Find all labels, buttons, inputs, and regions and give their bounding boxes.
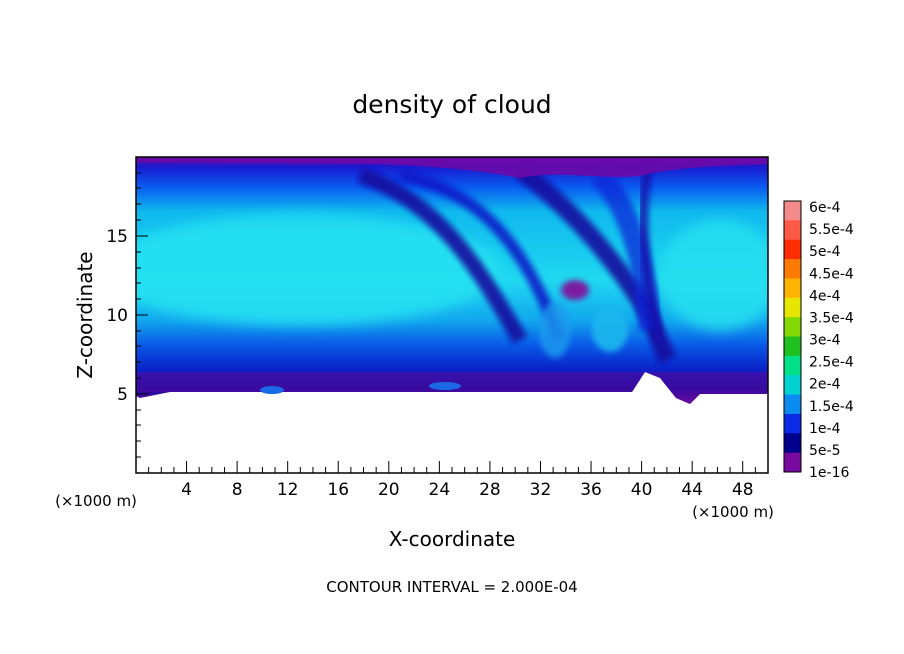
streak-2 [398,169,566,343]
x-axis-label: X-coordinate [389,527,516,551]
colorbar-label: 1e-16 [809,465,849,481]
x-tick-label: 28 [479,480,501,500]
colorbar-frame [783,200,802,473]
colorbar-label: 3.5e-4 [809,310,854,326]
x-tick-label: 12 [277,480,299,500]
cloud-core-right [660,220,768,330]
x-tick-label: 20 [378,480,400,500]
colorbar-label: 1.5e-4 [809,399,854,415]
x-tick-label: 24 [429,480,451,500]
cyan-pocket [592,308,628,352]
base-blob-2 [429,382,461,390]
colorbar-swatch [784,220,801,241]
colorbar-label: 6e-4 [809,200,841,216]
colorbar-swatch [784,278,801,299]
x-tick-label: 32 [530,480,552,500]
y-tick-label: 5 [117,385,128,405]
colorbar-swatch [784,336,801,357]
colorbar-label: 3e-4 [809,333,841,349]
contour-interval-footer: CONTOUR INTERVAL = 2.000E-04 [326,578,577,596]
y-tick-label: 10 [106,306,128,326]
x-tick-label: 44 [681,480,703,500]
chart-title: density of cloud [352,90,551,119]
colorbar-swatch [784,394,801,415]
base-blob-1 [260,386,284,394]
colorbar-swatch [784,355,801,376]
x-tick-label: 36 [580,480,602,500]
x-tick-label: 48 [732,480,754,500]
plot-area [136,157,768,473]
colorbar-swatch [784,239,801,260]
colorbar-swatch [784,413,801,434]
x-tick-label: 16 [327,480,349,500]
colorbar-swatch [784,433,801,454]
y-axis-label: Z-coordinate [73,251,97,378]
colorbar-label: 5e-5 [809,443,840,459]
colorbar-label: 4e-4 [809,288,841,304]
cloud-core-left [136,215,500,325]
x-tick-label: 8 [232,480,243,500]
colorbar-swatch [784,317,801,337]
top-edge [136,157,768,178]
colorbar-label: 2.5e-4 [809,355,854,371]
x-tick-label: 40 [631,480,653,500]
colorbar-label: 5e-4 [809,244,841,260]
y-axis: 5 10 15 Z-coordinate (×1000 m) [55,172,148,510]
x-unit-label: (×1000 m) [692,503,774,521]
colorbar-swatch [784,452,801,473]
colorbar-swatch [784,375,801,396]
colorbar-label: 5.5e-4 [809,222,854,238]
mid-pocket [539,302,571,358]
y-tick-label: 15 [106,227,128,247]
streak-5 [638,158,665,342]
x-tick-label: 4 [181,480,192,500]
streak-1 [357,167,527,344]
colorbar-swatch [784,201,801,221]
colorbar-swatch [784,297,801,318]
purple-blob [561,280,589,300]
colorbar: 6e-4 5.5e-4 5e-4 4.5e-4 4e-4 3.5e-4 3e-4 2.5e-4… [783,200,854,481]
colorbar-label: 4.5e-4 [809,266,854,282]
y-unit-label: (×1000 m) [55,492,137,510]
colorbar-label: 2e-4 [809,377,841,393]
colorbar-label: 1e-4 [809,421,841,437]
colorbar-swatch [784,259,801,279]
x-axis: X-coordinate (×1000 m) 4 8 12 16 20 24 28 32 36 4… [148,461,774,551]
